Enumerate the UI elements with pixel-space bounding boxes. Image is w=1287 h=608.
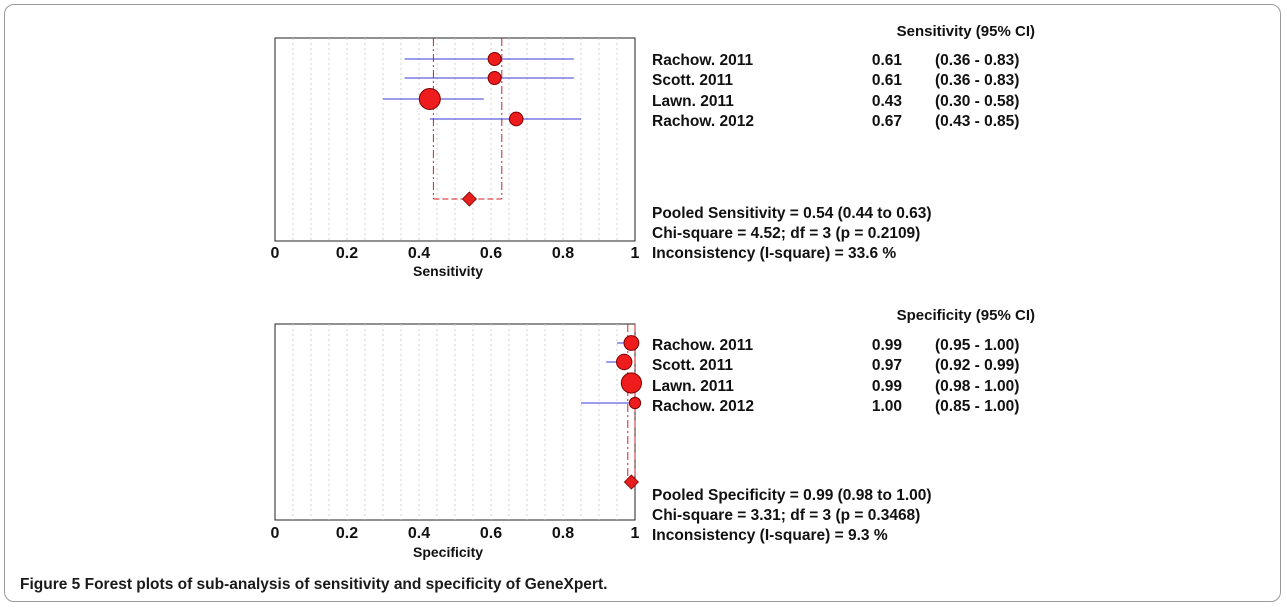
study-estimate: 0.97 [872,357,902,374]
pooled-stat-text: Pooled Sensitivity = 0.54 (0.44 to 0.63) [652,205,932,222]
study-name: Lawn. 2011 [652,378,734,395]
study-point [487,71,502,85]
study-ci-label: (0.36 - 0.83) [935,72,1019,89]
study-ci-label: (0.43 - 0.85) [935,113,1019,130]
study-name: Rachow. 2011 [652,337,753,354]
x-tick-label: 0 [271,245,280,262]
x-tick-label: 0 [271,525,280,542]
x-tick-label: 0.2 [336,245,358,262]
study-estimate: 0.61 [872,72,903,89]
study-name: Lawn. 2011 [652,93,734,110]
x-axis-label: Specificity [413,544,483,560]
x-tick-label: 1 [631,245,640,262]
caption-label: Figure 5 [20,576,81,593]
study-name: Rachow. 2012 [652,113,754,130]
study-estimate: 0.67 [872,113,902,130]
study-point [418,88,441,110]
x-tick-label: 0.2 [336,525,358,542]
study-point [623,335,640,351]
study-name: Rachow. 2011 [652,52,753,69]
study-point [628,396,642,410]
study-estimate: 1.00 [872,398,902,415]
pooled-diamond [461,191,477,207]
study-ci-label: (0.92 - 0.99) [935,357,1019,374]
study-point [620,372,642,394]
study-name: Rachow. 2012 [652,398,754,415]
study-point [508,111,524,127]
pooled-stat-text: Pooled Specificity = 0.99 (0.98 to 1.00) [652,487,932,504]
study-ci-label: (0.98 - 1.00) [935,378,1019,395]
x-tick-label: 0.4 [408,525,430,542]
x-tick-label: 0.8 [552,245,574,262]
x-axis-label: Sensitivity [413,263,483,279]
study-ci-label: (0.30 - 0.58) [935,93,1019,110]
study-ci-label: (0.85 - 1.00) [935,398,1019,415]
pooled-stat-text: Inconsistency (I-square) = 9.3 % [652,527,888,544]
study-name: Scott. 2011 [652,72,733,89]
figure-caption: Figure 5 Forest plots of sub-analysis of… [20,576,607,594]
pooled-diamond [623,474,639,490]
x-tick-label: 0.6 [480,525,502,542]
pooled-stat-text: Chi-square = 4.52; df = 3 (p = 0.2109) [652,225,920,242]
study-point [487,52,502,66]
x-tick-label: 0.6 [480,245,502,262]
x-tick-label: 0.8 [552,525,574,542]
study-ci-label: (0.95 - 1.00) [935,337,1019,354]
caption-text: Forest plots of sub-analysis of sensitiv… [84,576,608,593]
measure-header: Specificity (95% CI) [897,307,1035,324]
x-tick-label: 0.4 [408,245,430,262]
study-point [616,353,633,371]
x-tick-label: 1 [631,525,640,542]
measure-header: Sensitivity (95% CI) [897,23,1035,40]
pooled-stat-text: Inconsistency (I-square) = 33.6 % [652,245,896,262]
study-estimate: 0.99 [872,337,903,354]
study-estimate: 0.61 [872,52,903,69]
study-name: Scott. 2011 [652,357,733,374]
study-estimate: 0.99 [872,378,903,395]
study-estimate: 0.43 [872,93,903,110]
pooled-stat-text: Chi-square = 3.31; df = 3 (p = 0.3468) [652,507,920,524]
figure-frame [4,4,1281,602]
study-ci-label: (0.36 - 0.83) [935,52,1019,69]
